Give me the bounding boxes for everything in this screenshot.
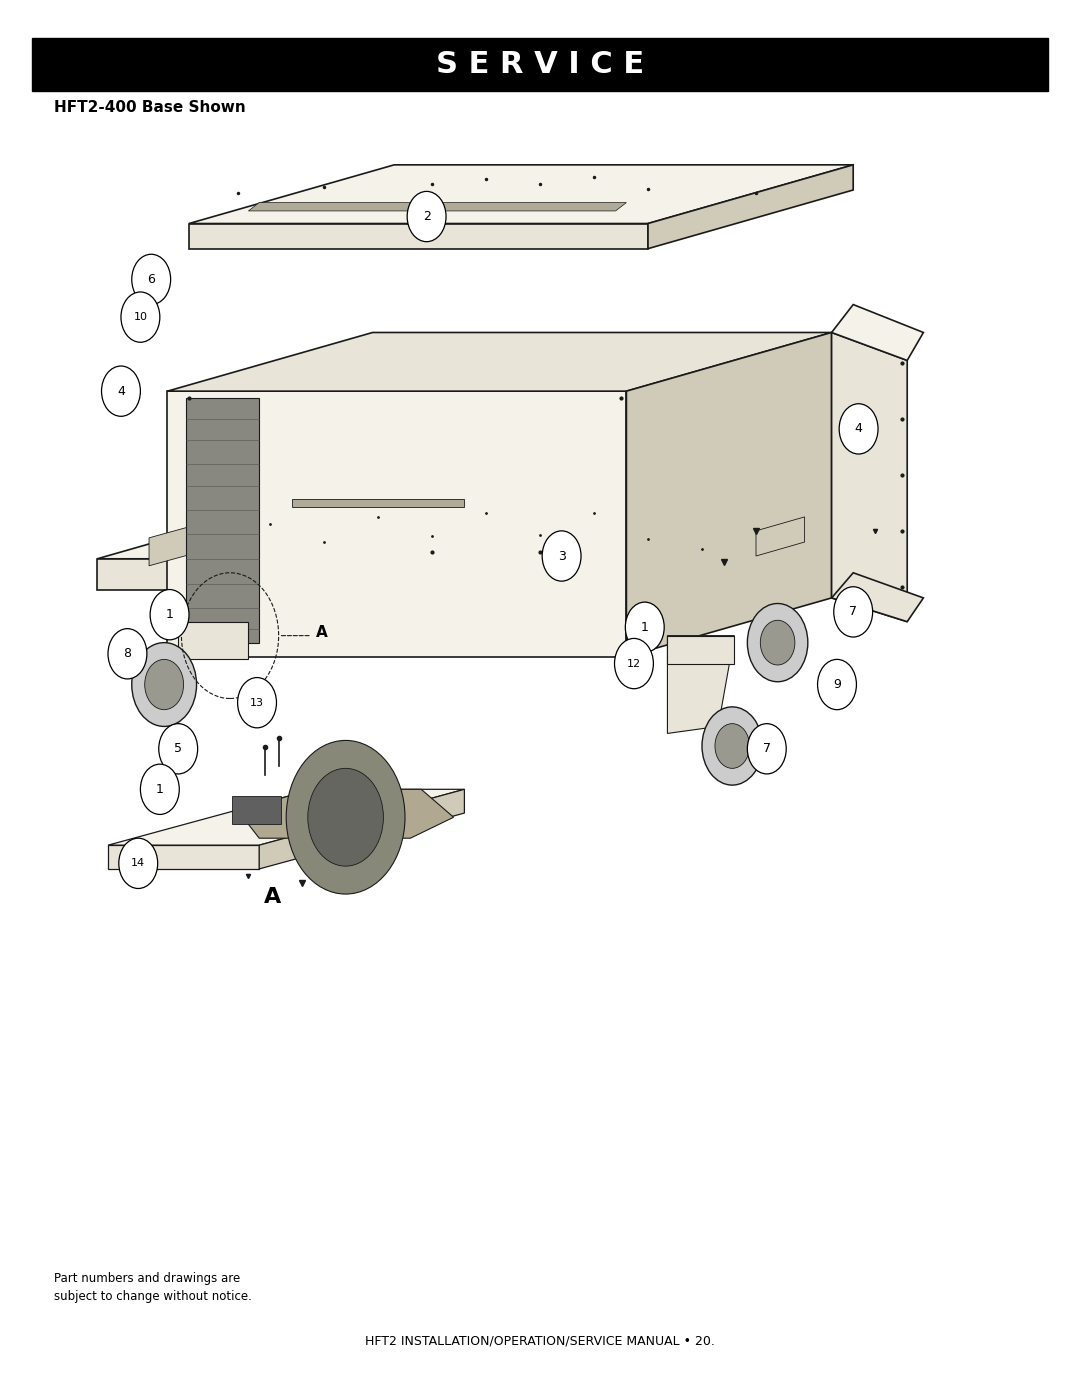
Text: 12: 12 [626,658,642,669]
Circle shape [625,602,664,652]
Text: 10: 10 [134,312,147,323]
Polygon shape [167,332,832,391]
Text: 2: 2 [422,210,431,224]
Circle shape [747,724,786,774]
Text: 13: 13 [251,697,264,708]
Circle shape [102,366,140,416]
Circle shape [839,404,878,454]
Circle shape [121,292,160,342]
Text: subject to change without notice.: subject to change without notice. [54,1289,252,1303]
Circle shape [286,740,405,894]
Polygon shape [189,165,853,224]
Polygon shape [167,391,626,657]
Text: 3: 3 [557,549,566,563]
Circle shape [818,659,856,710]
Polygon shape [756,517,805,556]
Circle shape [159,724,198,774]
Text: A: A [264,887,281,907]
Polygon shape [626,332,832,657]
Polygon shape [832,332,907,622]
Polygon shape [648,165,853,249]
Circle shape [238,678,276,728]
Polygon shape [680,500,886,590]
Circle shape [715,724,750,768]
Text: 4: 4 [854,422,863,436]
Text: HFT2 INSTALLATION/OPERATION/SERVICE MANUAL • 20.: HFT2 INSTALLATION/OPERATION/SERVICE MANU… [365,1334,715,1348]
Polygon shape [259,789,464,869]
Polygon shape [238,789,454,838]
Text: 7: 7 [849,605,858,619]
Circle shape [760,620,795,665]
Polygon shape [149,524,200,566]
Polygon shape [248,203,626,211]
Polygon shape [832,573,923,622]
Circle shape [119,838,158,888]
Text: Part numbers and drawings are: Part numbers and drawings are [54,1271,240,1285]
Circle shape [140,764,179,814]
Polygon shape [97,559,680,590]
Polygon shape [97,500,886,559]
Polygon shape [108,789,464,845]
Polygon shape [832,305,923,360]
Polygon shape [667,636,734,664]
Circle shape [132,254,171,305]
Polygon shape [178,622,248,659]
Text: 9: 9 [833,678,841,692]
Text: S E R V I C E: S E R V I C E [436,50,644,78]
Text: 1: 1 [156,782,164,796]
Circle shape [145,659,184,710]
Circle shape [150,590,189,640]
Polygon shape [667,636,734,733]
Circle shape [702,707,762,785]
Text: 1: 1 [165,608,174,622]
Polygon shape [189,224,648,249]
Text: 14: 14 [131,858,146,869]
Text: 5: 5 [174,742,183,756]
Text: 1: 1 [640,620,649,634]
FancyBboxPatch shape [32,38,1048,91]
Text: 8: 8 [123,647,132,661]
Text: 7: 7 [762,742,771,756]
Circle shape [407,191,446,242]
Text: 4: 4 [117,384,125,398]
Circle shape [308,768,383,866]
Circle shape [132,643,197,726]
Circle shape [747,604,808,682]
Polygon shape [232,796,281,824]
Polygon shape [292,499,464,507]
Polygon shape [186,398,259,643]
Text: A: A [316,626,327,640]
Polygon shape [108,845,259,869]
Circle shape [542,531,581,581]
Circle shape [615,638,653,689]
Text: HFT2-400 Base Shown: HFT2-400 Base Shown [54,101,246,115]
Text: 6: 6 [147,272,156,286]
Circle shape [834,587,873,637]
Circle shape [108,629,147,679]
